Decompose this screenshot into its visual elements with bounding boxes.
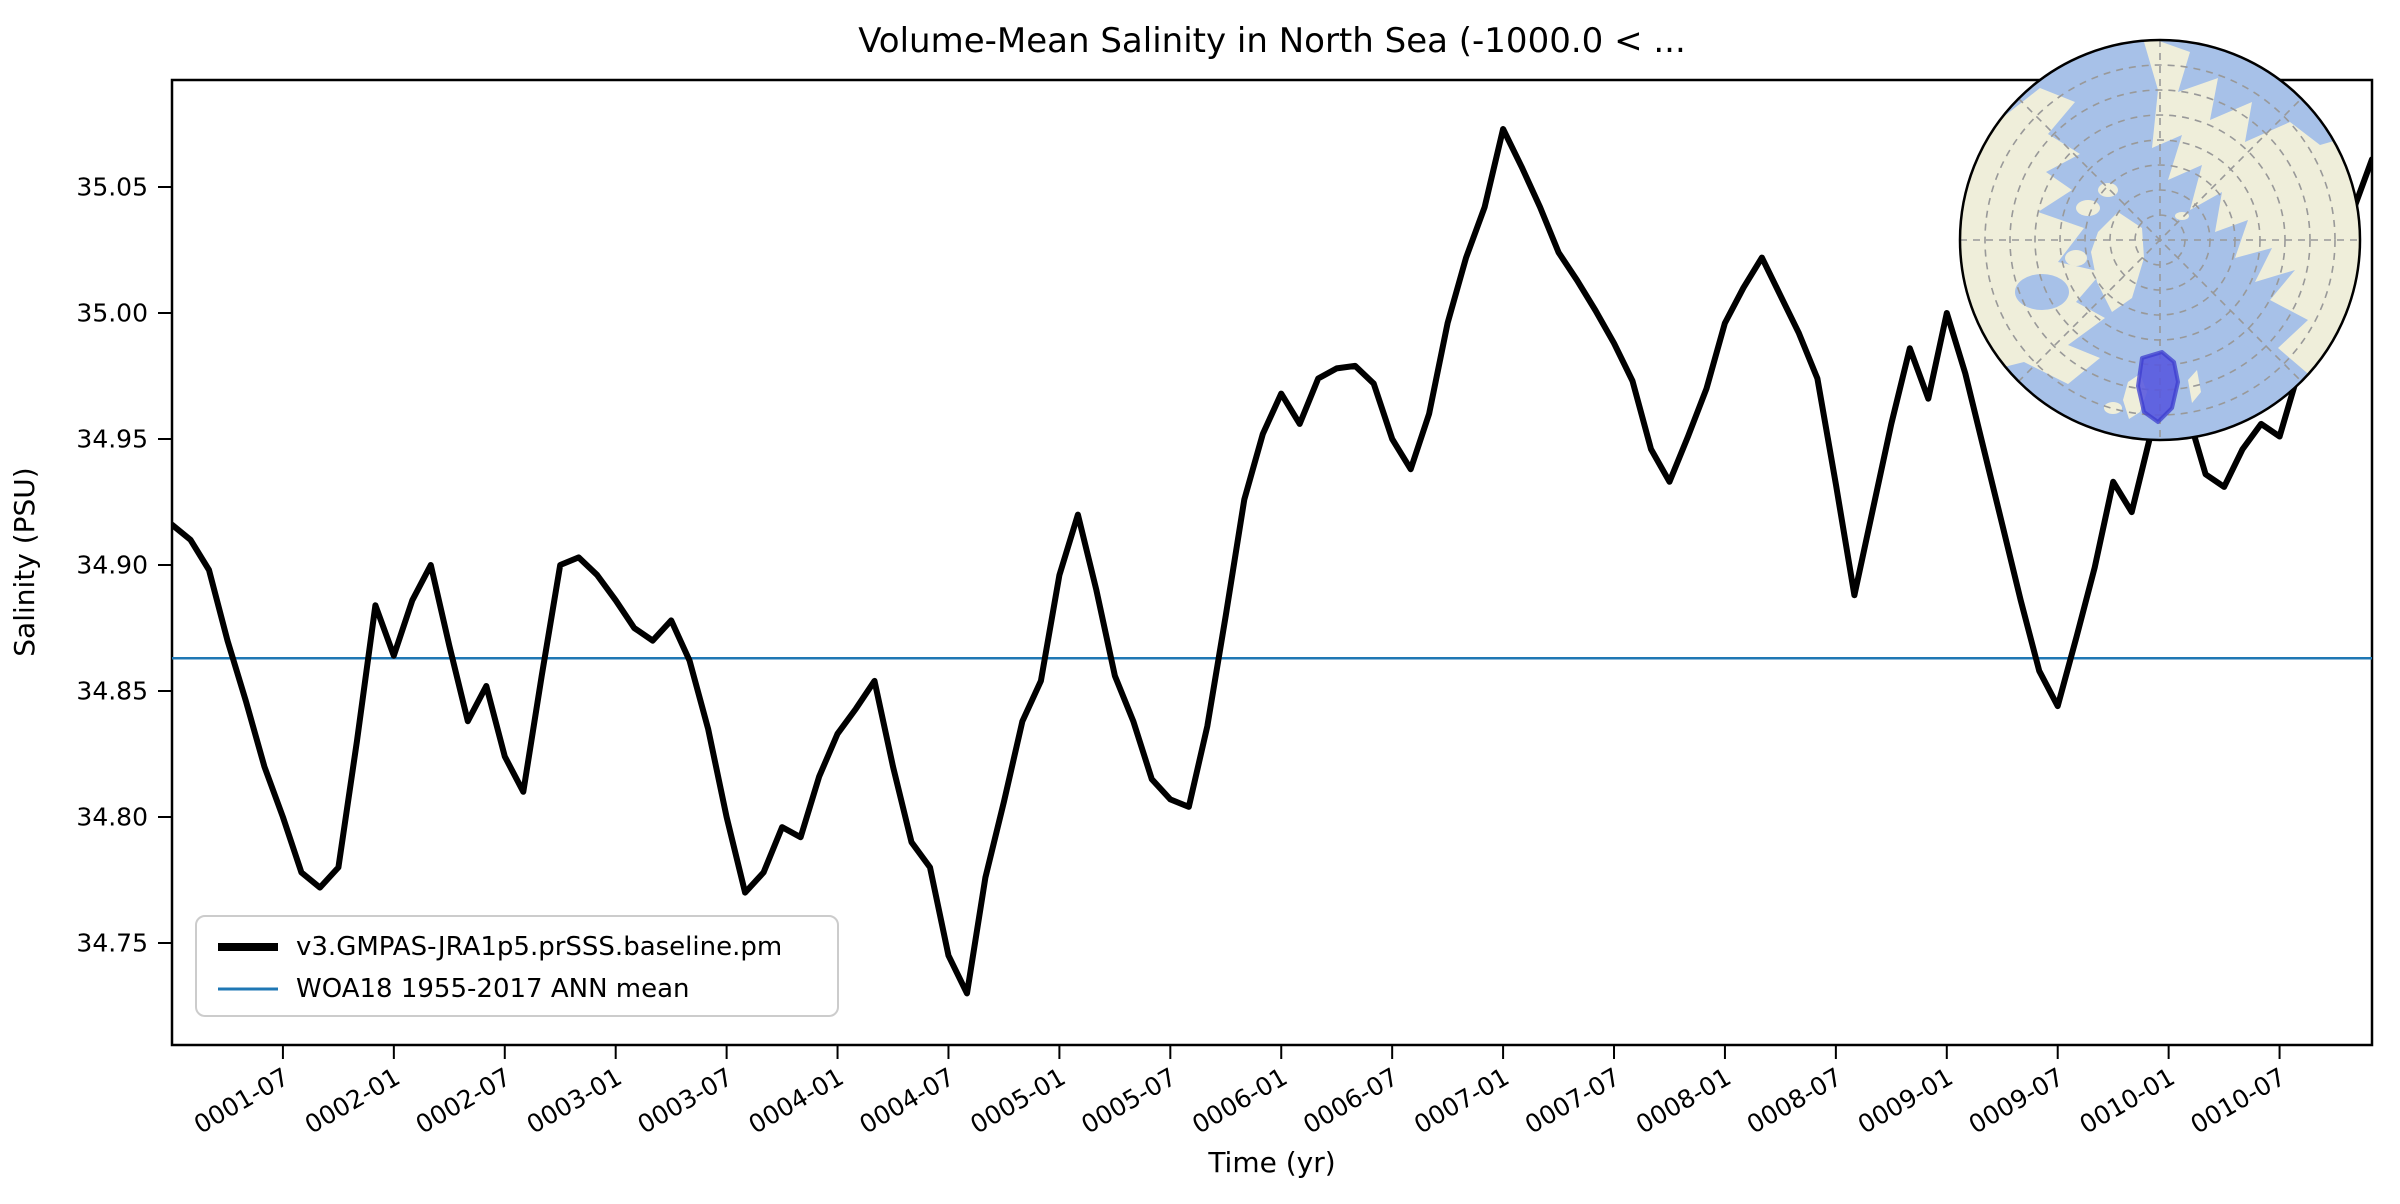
svg-text:0003-01: 0003-01 [522,1062,627,1139]
legend-box [195,915,839,1017]
svg-text:0006-01: 0006-01 [1187,1062,1292,1139]
map-land-north-america [1960,88,2105,384]
legend-label-model: v3.GMPAS-JRA1p5.prSSS.baseline.pm [296,932,782,962]
map-hudson-bay [2015,274,2069,310]
svg-text:34.75: 34.75 [76,929,148,958]
svg-text:0004-01: 0004-01 [744,1062,849,1139]
svg-text:0005-07: 0005-07 [1076,1062,1181,1139]
svg-text:35.05: 35.05 [76,173,148,202]
map-outline [1958,38,2362,442]
svg-text:34.95: 34.95 [76,425,148,454]
map-iceland [2105,282,2131,298]
svg-text:0004-07: 0004-07 [854,1062,959,1139]
legend: v3.GMPAS-JRA1p5.prSSS.baseline.pm WOA18 … [195,915,839,1017]
inset-map [1958,38,2362,442]
map-land-greenland [2091,212,2144,312]
inset-map-content [1960,40,2360,440]
svg-text:0006-07: 0006-07 [1298,1062,1403,1139]
svg-text:0008-07: 0008-07 [1742,1062,1847,1139]
svg-text:34.80: 34.80 [76,803,148,832]
y-axis-label: Salinity (PSU) [8,467,41,656]
map-graticule [1960,40,2360,440]
plot-area-frame [170,78,2374,1047]
svg-text:0009-07: 0009-07 [1964,1062,2069,1139]
svg-text:0010-01: 0010-01 [2075,1062,2180,1139]
legend-label-woa18: WOA18 1955-2017 ANN mean [296,974,690,1004]
svg-text:0003-07: 0003-07 [633,1062,738,1139]
chart-title: Volume-Mean Salinity in North Sea (-1000… [858,21,1686,61]
svg-text:0009-01: 0009-01 [1853,1062,1958,1139]
map-north-sea-region-highlight [2136,350,2180,424]
svg-text:0007-01: 0007-01 [1409,1062,1514,1139]
y-axis-ticks: 34.75 34.80 34.85 34.90 34.95 35.00 35.05 [76,173,172,958]
map-arctic-islands [2028,183,2118,266]
svg-text:0002-01: 0002-01 [300,1062,405,1139]
data-series [172,126,2372,997]
map-land-eurasia [2142,40,2360,384]
svg-text:34.85: 34.85 [76,677,148,706]
svg-text:0002-07: 0002-07 [411,1062,516,1139]
svg-text:0005-01: 0005-01 [965,1062,1070,1139]
svg-text:0007-07: 0007-07 [1520,1062,1625,1139]
svg-text:0008-01: 0008-01 [1631,1062,1736,1139]
x-axis-ticks: 0001-07 0002-01 0002-07 0003-01 0003-07 0004-… [189,1045,2291,1139]
svg-text:0010-07: 0010-07 [2186,1062,2291,1139]
model-salinity-line [172,126,2372,997]
svg-text:35.00: 35.00 [76,299,148,328]
map-baltic-sea [2211,344,2257,372]
svg-text:0001-07: 0001-07 [189,1062,294,1139]
svg-text:34.90: 34.90 [76,551,148,580]
x-axis-label: Time (yr) [1207,1146,1335,1179]
map-ireland [2104,402,2122,414]
